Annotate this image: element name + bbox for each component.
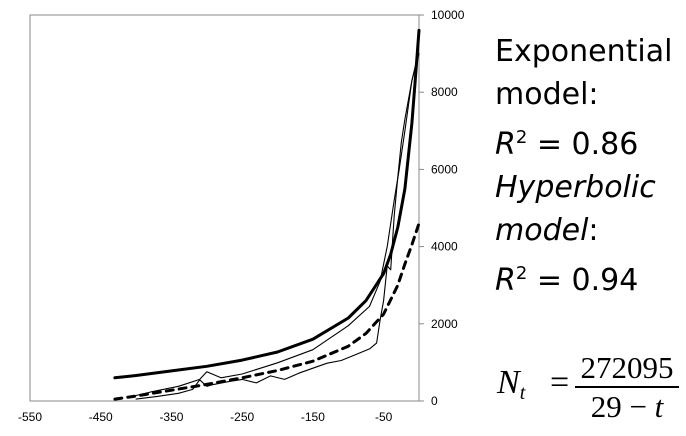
model-annotations: Exponential model: R2 = 0.86 Hyperbolic … (495, 30, 685, 302)
den-const: 29 (590, 389, 622, 424)
formula-var: N (497, 364, 520, 401)
model-label-2: model: (495, 209, 685, 252)
x-tick-label: -50 (375, 410, 393, 424)
formula-numerator: 272095 (575, 350, 679, 388)
hyperbolic-formula: Nt = 272095 29 − t (497, 350, 685, 430)
plot-area-border (29, 14, 420, 402)
exponential-label: Exponential (495, 34, 673, 69)
series-line-3 (128, 53, 420, 398)
den-op: − (621, 389, 655, 424)
x-axis: -550 -450 -350 -250 -150 -50 (18, 410, 393, 424)
r2-exponent: 2 (515, 263, 528, 284)
x-tick-label: -150 (301, 410, 325, 424)
series-line-1 (113, 28, 421, 380)
formula-lhs: Nt (497, 364, 525, 405)
y-tick-label: 8000 (431, 85, 458, 99)
series-line-2 (113, 221, 421, 401)
formula-equals: = (550, 364, 570, 401)
model-word: model (495, 213, 589, 248)
y-tick-label: 4000 (431, 240, 458, 254)
x-tick-label: -450 (89, 410, 113, 424)
r2-var: R (495, 263, 516, 298)
r2-hyperbolic: R2 = 0.94 (495, 252, 685, 302)
formula-denominator: 29 − t (575, 388, 679, 426)
model-colon: : (588, 213, 599, 248)
y-tick-label: 6000 (431, 162, 458, 176)
hyperbolic-label: Hyperbolic (495, 170, 656, 205)
x-tick-label: -250 (230, 410, 254, 424)
formula-subscript: t (519, 382, 526, 404)
y-tick-label: 0 (431, 394, 438, 408)
series-line-4 (135, 41, 420, 400)
den-var: t (654, 389, 664, 424)
x-tick-label: -350 (159, 410, 183, 424)
r2-value: = 0.94 (527, 263, 639, 298)
y-tick-label: 10000 (431, 8, 465, 22)
model-label-1: model: (495, 77, 599, 112)
r2-var: R (495, 127, 516, 162)
r2-exponential: R2 = 0.86 (495, 116, 685, 166)
r2-exponent: 2 (515, 127, 528, 148)
series-group (113, 28, 421, 401)
y-axis: 0 2000 4000 6000 8000 10000 (419, 8, 465, 408)
y-tick-label: 2000 (431, 317, 458, 331)
formula-fraction: 272095 29 − t (575, 350, 679, 426)
r2-value: = 0.86 (527, 127, 639, 162)
x-tick-label: -550 (18, 410, 42, 424)
